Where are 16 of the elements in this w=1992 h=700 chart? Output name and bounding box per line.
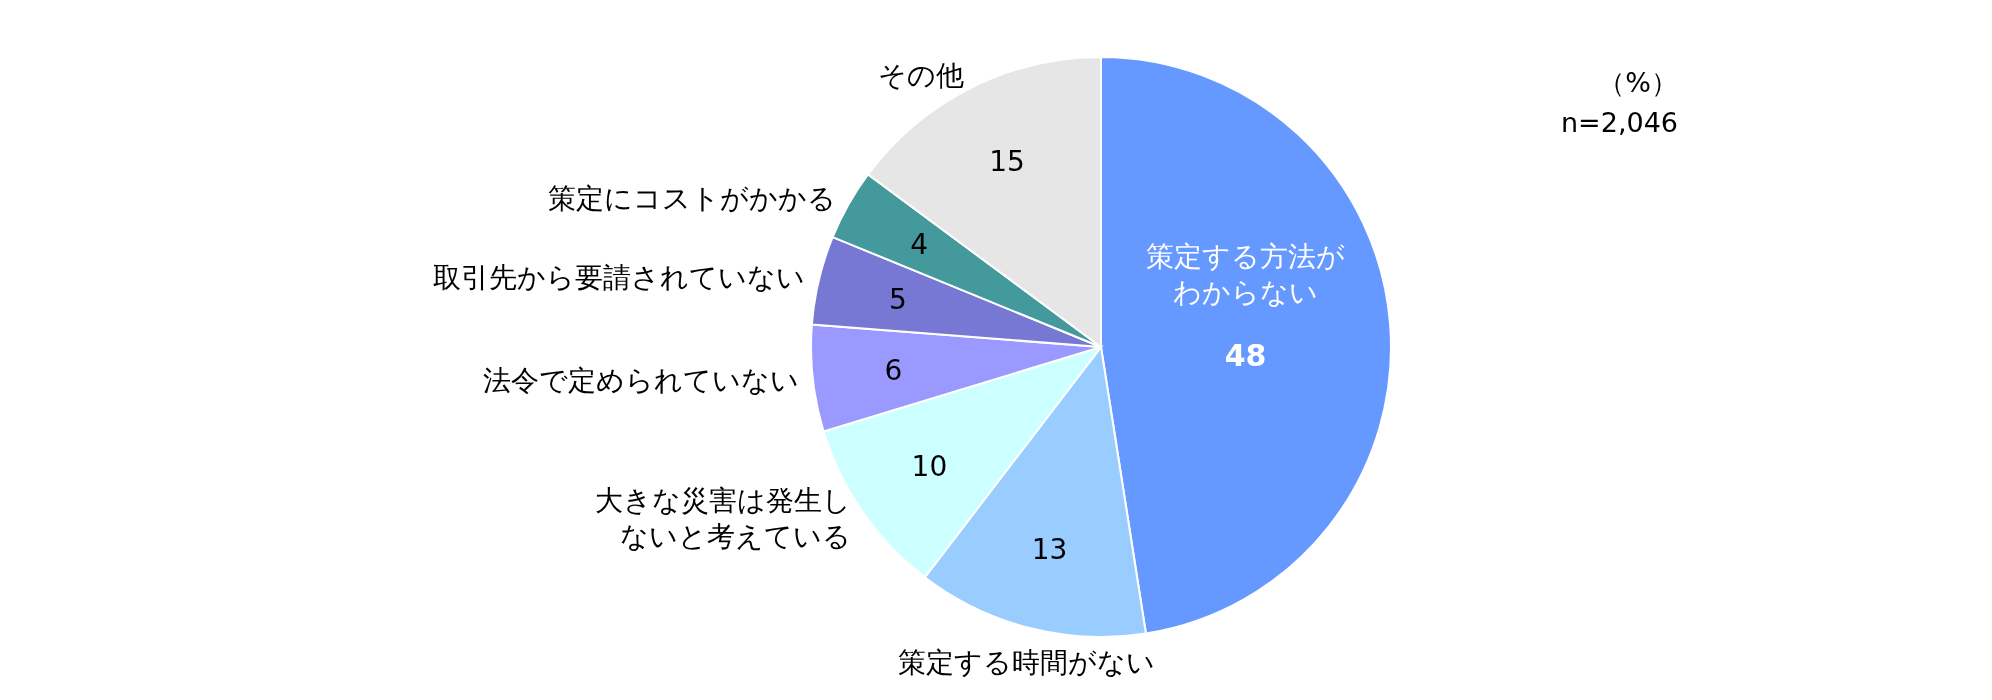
slice-label: 大きな災害は発生しないと考えている <box>595 484 852 554</box>
text: n=2,046 <box>1559 106 1678 140</box>
slice-label: 策定にコストがかかる <box>548 181 837 215</box>
data-label: 4 <box>910 228 929 262</box>
data-label: 15 <box>989 144 1025 178</box>
slice-label: その他 <box>878 59 965 93</box>
slice-label: 策定する方法がわからない <box>1146 239 1346 309</box>
slice-label: 法令で定められていない <box>482 364 799 398</box>
slice-label: 取引先から要請されていない <box>433 260 806 294</box>
data-label: 48 <box>1224 337 1267 373</box>
data-label: 6 <box>884 353 903 387</box>
slice-label: 策定する時間がない <box>897 645 1155 679</box>
data-label: 13 <box>1031 533 1068 567</box>
data-label: 5 <box>888 282 907 316</box>
data-label: 10 <box>911 450 948 484</box>
text: （%） <box>1597 66 1678 100</box>
